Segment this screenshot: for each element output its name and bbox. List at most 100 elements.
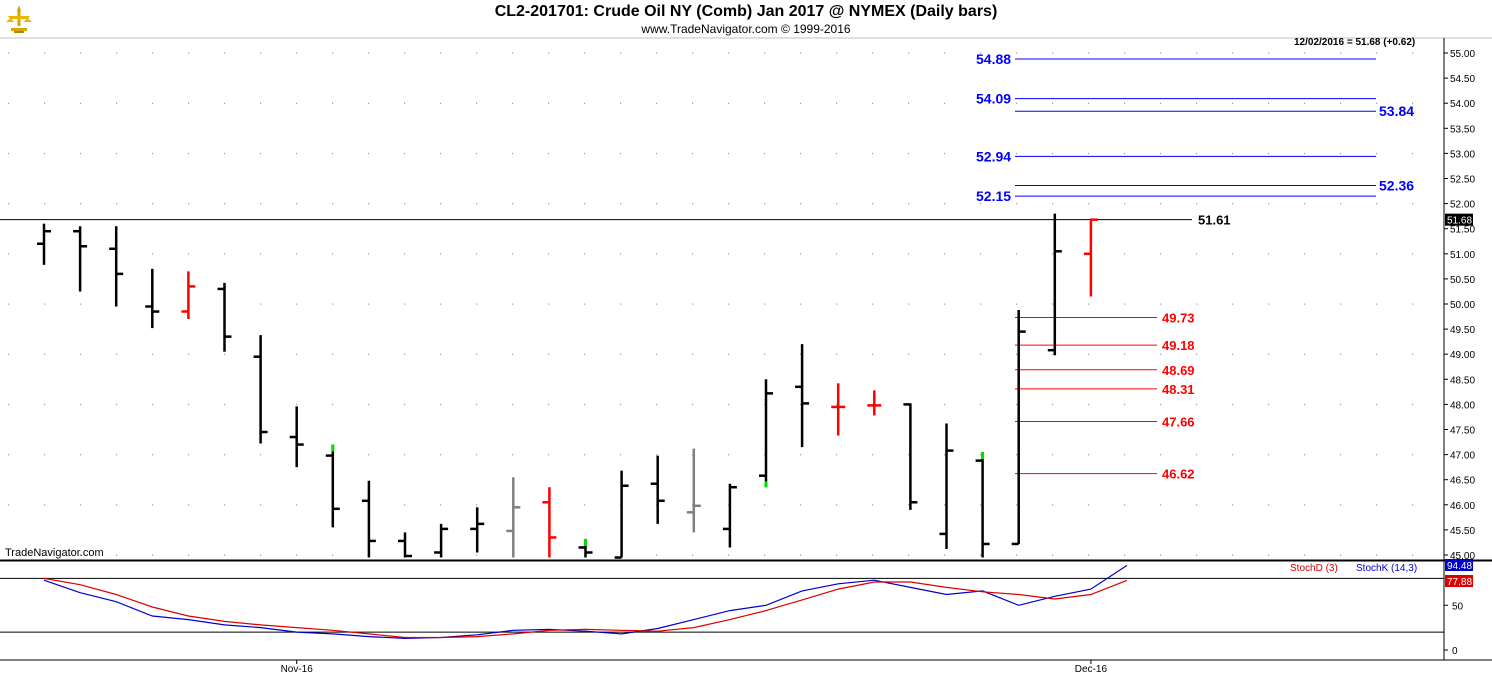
- grid-dot: [152, 504, 154, 506]
- ohlc-bar: [542, 487, 557, 558]
- grid-dot: [1376, 303, 1378, 305]
- price-tick-label: 53.50: [1450, 124, 1475, 135]
- grid-dot: [1376, 504, 1378, 506]
- grid-dot: [584, 303, 586, 305]
- grid-dot: [1196, 203, 1198, 205]
- stoch-tick-label: 50: [1452, 601, 1464, 612]
- grid-dot: [8, 403, 10, 406]
- grid-dot: [440, 504, 442, 506]
- grid-dot: [80, 554, 82, 556]
- grid-dot: [728, 52, 730, 54]
- grid-dot: [476, 152, 478, 155]
- grid-dot: [1340, 102, 1342, 104]
- stoch-last-label: 77.88: [1447, 577, 1472, 588]
- grid-dot: [872, 504, 874, 506]
- grid-dot: [1232, 353, 1234, 355]
- grid-dot: [872, 152, 874, 155]
- grid-dot: [152, 403, 154, 406]
- ohlc-bar: [578, 538, 593, 558]
- grid-dot: [296, 554, 298, 556]
- grid-dot: [620, 303, 622, 305]
- grid-dot: [1160, 303, 1162, 305]
- grid-dot: [512, 454, 514, 456]
- grid-dot: [980, 203, 982, 205]
- grid-dot: [260, 303, 262, 305]
- grid-dot: [872, 554, 874, 556]
- grid-dot: [1340, 152, 1342, 155]
- grid-dot: [1340, 504, 1342, 506]
- grid-dot: [1124, 403, 1126, 406]
- grid-dot: [764, 203, 766, 205]
- grid-dot: [440, 403, 442, 406]
- grid-dot: [1160, 102, 1162, 104]
- grid-dot: [944, 52, 946, 54]
- grid-dot: [944, 504, 946, 506]
- ohlc-bar: [37, 223, 51, 265]
- grid-dot: [404, 52, 406, 54]
- grid-dot: [1160, 403, 1162, 406]
- grid-dot: [1268, 102, 1270, 104]
- grid-dot: [1304, 554, 1306, 556]
- grid-dot: [548, 403, 550, 406]
- ohlc-bar: [398, 532, 412, 558]
- grid-dot: [1304, 353, 1306, 355]
- grid-dot: [944, 554, 946, 556]
- trade-navigator-logo-icon: [6, 5, 32, 33]
- price-tick-label: 49.50: [1450, 325, 1475, 336]
- grid-dot: [800, 303, 802, 305]
- grid-dot: [188, 52, 190, 54]
- grid-dot: [836, 303, 838, 305]
- grid-dot: [836, 102, 838, 104]
- last-price-label: 51.68: [1447, 216, 1472, 227]
- grid-dot: [188, 102, 190, 104]
- grid-dot: [512, 152, 514, 155]
- red-level-label: 48.69: [1162, 363, 1195, 378]
- grid-dot: [332, 253, 334, 255]
- grid-dot: [836, 454, 838, 456]
- grid-dot: [1268, 253, 1270, 255]
- grid-dot: [440, 102, 442, 104]
- grid-dot: [836, 554, 838, 556]
- grid-dot: [1376, 353, 1378, 355]
- grid-dot: [296, 504, 298, 506]
- grid-dot: [1376, 52, 1378, 54]
- grid-dot: [836, 504, 838, 506]
- grid-dot: [1124, 353, 1126, 355]
- grid-dots: [0, 37, 1492, 661]
- grid-dot: [1340, 353, 1342, 355]
- grid-dot: [908, 554, 910, 556]
- grid-dot: [1340, 52, 1342, 54]
- grid-dot: [44, 504, 46, 506]
- grid-dot: [476, 303, 478, 305]
- grid-dot: [224, 504, 226, 506]
- grid-dot: [548, 253, 550, 255]
- price-tick-label: 45.50: [1450, 526, 1475, 537]
- grid-dot: [44, 554, 46, 556]
- grid-dot: [548, 152, 550, 155]
- grid-dot: [728, 454, 730, 456]
- grid-dot: [512, 353, 514, 355]
- grid-dot: [908, 303, 910, 305]
- grid-dot: [224, 152, 226, 155]
- grid-dot: [1304, 303, 1306, 305]
- grid-dot: [656, 253, 658, 255]
- ohlc-bar: [903, 403, 918, 510]
- grid-dot: [872, 353, 874, 355]
- price-tick-label: 46.00: [1450, 501, 1475, 512]
- grid-dot: [1196, 403, 1198, 406]
- grid-dot: [1124, 504, 1126, 506]
- grid-dot: [1376, 102, 1378, 104]
- grid-dot: [872, 52, 874, 54]
- price-tick-label: 51.00: [1450, 250, 1475, 261]
- grid-dot: [1088, 403, 1090, 406]
- stoch-last-box: [1445, 575, 1473, 587]
- grid-dot: [476, 353, 478, 355]
- ohlc-bar: [253, 335, 268, 444]
- grid-dot: [1232, 454, 1234, 456]
- grid-dot: [1160, 504, 1162, 506]
- grid-dot: [800, 554, 802, 556]
- grid-dot: [1052, 504, 1054, 506]
- grid-dot: [476, 504, 478, 506]
- grid-dot: [1412, 52, 1414, 54]
